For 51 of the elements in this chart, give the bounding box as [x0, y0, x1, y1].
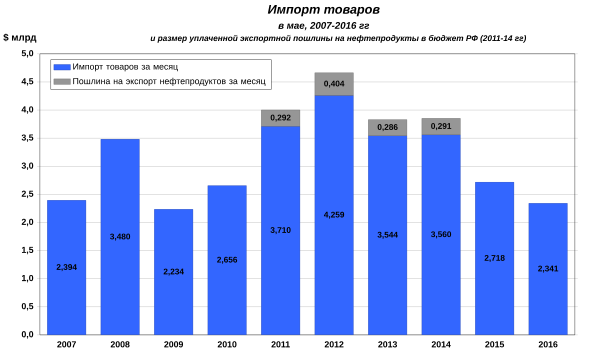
x-tick-label: 2012 [324, 341, 344, 348]
y-tick-label: 1,0 [22, 275, 34, 283]
y-tick-label: 1,5 [22, 247, 34, 254]
bar [314, 72, 354, 96]
data-label: 2,341 [538, 266, 558, 273]
chart-title: Импорт товаров [268, 5, 380, 16]
data-label: 4,259 [324, 212, 344, 219]
x-tick-label: 2016 [538, 341, 558, 348]
x-tick-label: 2011 [271, 341, 290, 348]
y-tick-label: 2,0 [22, 218, 34, 226]
x-tick-label: 2007 [57, 341, 76, 348]
text: и размер уплаченной экспортной пошлины на нефтепродукты в бюджет РФ (2011-14 гг) [150, 34, 526, 43]
y-tick-label: 3,0 [22, 162, 34, 170]
bar [368, 120, 408, 136]
data-label: 3,560 [431, 232, 452, 239]
x-tick-label: 2015 [485, 341, 504, 348]
data-label: 2,656 [217, 256, 238, 264]
data-label: 3,544 [378, 232, 398, 239]
data-label: 3,480 [110, 234, 130, 241]
bar [261, 126, 300, 336]
y-tick-label: 4,5 [22, 78, 34, 86]
bar [47, 200, 86, 336]
bar [422, 134, 461, 336]
x-tick-label: 2008 [110, 341, 130, 348]
data-label: 0,404 [324, 80, 344, 88]
bar [422, 118, 461, 136]
y-tick-label: 0,0 [22, 331, 34, 339]
x-tick-label: 2014 [432, 341, 451, 348]
legend-label: Пошлина на экспорт нефтепродуктов за месяц [73, 78, 266, 86]
x-tick-label: 2013 [378, 341, 398, 348]
bar [208, 186, 247, 336]
data-label: 2,234 [164, 268, 184, 276]
data-label: 0,286 [378, 124, 398, 132]
y-axis-title: $ млрд [3, 34, 36, 43]
chart-subtitle: в мае, 2007-2016 гг [278, 22, 370, 30]
y-tick-label: 4,0 [22, 106, 34, 114]
y-tick-label: 3,5 [22, 134, 34, 142]
data-label: 2,394 [56, 264, 77, 272]
legend-label: Импорт товаров за месяц [73, 64, 178, 72]
bar [475, 182, 514, 336]
bar [368, 136, 408, 336]
bar [261, 110, 300, 127]
y-tick-label: 2,5 [22, 190, 34, 198]
data-label: 0,291 [431, 123, 452, 130]
x-tick-label: 2010 [218, 341, 236, 348]
data-label: 2,718 [484, 255, 505, 262]
data-label: 0,292 [270, 114, 291, 122]
y-tick-label: 0,5 [22, 303, 34, 311]
x-tick-label: 2009 [164, 341, 184, 348]
data-label: 3,710 [270, 227, 291, 234]
y-tick-label: 5,0 [22, 50, 34, 58]
